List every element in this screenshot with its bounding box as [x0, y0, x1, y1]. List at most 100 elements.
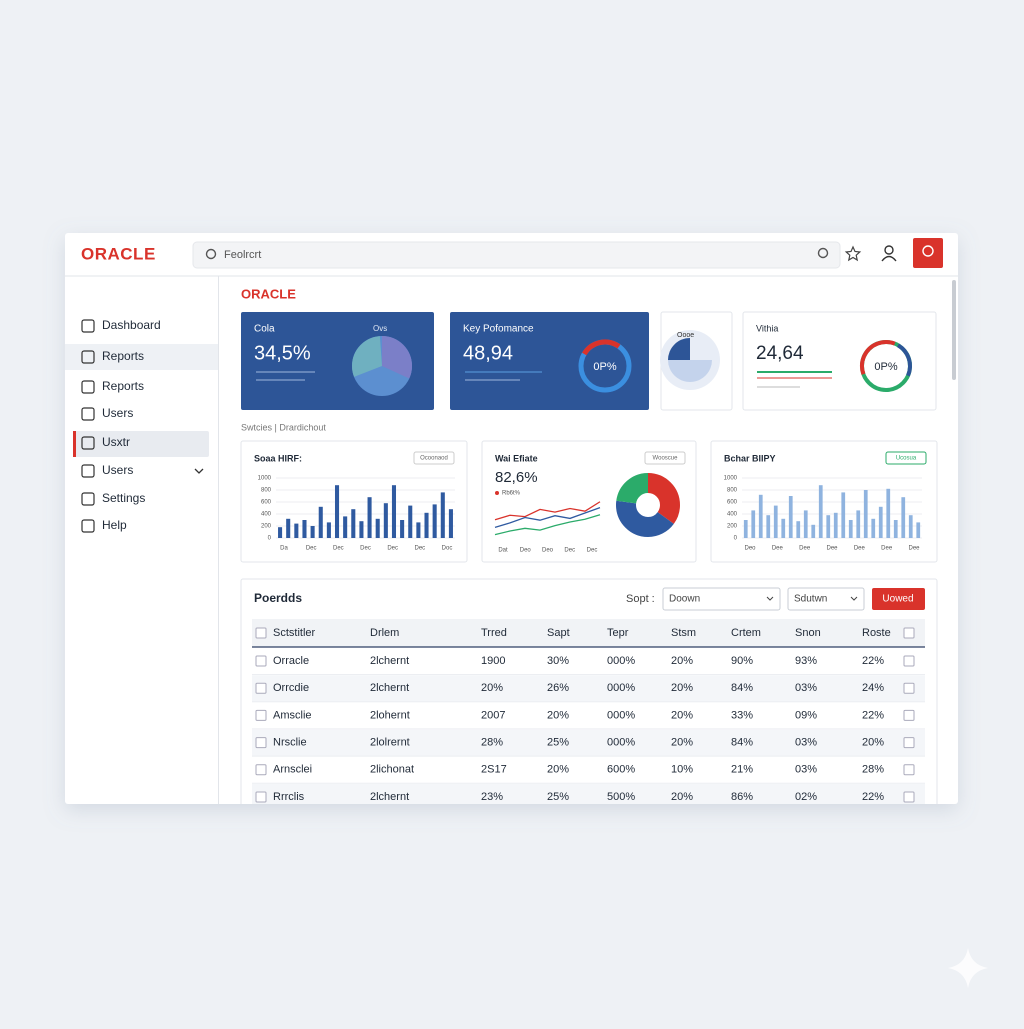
checkbox[interactable]: [903, 682, 915, 694]
x-tick-label: Dec: [414, 546, 425, 552]
nav-item[interactable]: Reports: [102, 379, 144, 393]
x-tick-label: Da: [280, 546, 288, 552]
checkbox[interactable]: [903, 627, 915, 639]
x-tick-label: Dec: [564, 548, 575, 554]
table-cell: 20%: [671, 682, 693, 694]
chart-button[interactable]: [413, 451, 455, 465]
bar: [833, 512, 838, 538]
nav-icon: [81, 464, 95, 478]
table-cell: 25%: [547, 737, 569, 749]
table-cell: 25%: [547, 791, 569, 803]
bar: [751, 510, 756, 538]
bar: [758, 494, 763, 538]
logo[interactable]: ORACLE: [81, 244, 156, 263]
chart-button[interactable]: [885, 451, 927, 465]
kpi-card[interactable]: [742, 311, 937, 411]
column-header[interactable]: Snon: [795, 627, 821, 639]
table-cell: 90%: [731, 655, 753, 667]
checkbox[interactable]: [255, 737, 267, 749]
search-button[interactable]: [817, 247, 829, 259]
chart-button-text: Ocoonaod: [420, 456, 448, 462]
x-tick-label: Dee: [799, 546, 811, 552]
table-cell: 09%: [795, 709, 817, 721]
x-tick-label: Deo: [744, 546, 756, 552]
chart-button-text: Wooscue: [653, 456, 679, 462]
search-box[interactable]: [192, 241, 841, 269]
search-icon: [205, 248, 217, 260]
star-button[interactable]: [844, 245, 862, 262]
nav-item[interactable]: Settings: [102, 491, 145, 505]
kpi-pie-slice: [668, 338, 690, 360]
nav-item[interactable]: Users: [102, 463, 133, 477]
checkbox[interactable]: [903, 737, 915, 749]
x-tick-label: Deo: [520, 548, 532, 554]
chevron: [850, 596, 858, 601]
column-header[interactable]: Sctstitler: [273, 627, 316, 639]
y-tick-label: 800: [261, 488, 272, 494]
column-header[interactable]: Sapt: [547, 627, 570, 639]
bar: [811, 524, 816, 538]
table-cell: 03%: [795, 764, 817, 776]
nav-item[interactable]: Users: [102, 406, 133, 420]
table-cell: 30%: [547, 655, 569, 667]
column-header[interactable]: Crtem: [731, 627, 761, 639]
nav-icon: [81, 319, 95, 333]
bar: [448, 509, 453, 538]
dropdown-text: Sdutwn: [794, 594, 827, 605]
table-cell: 20%: [671, 655, 693, 667]
chart-button[interactable]: [644, 451, 686, 465]
checkbox[interactable]: [255, 791, 267, 803]
table-cell: 10%: [671, 764, 693, 776]
table-cell: 84%: [731, 737, 753, 749]
checkbox[interactable]: [903, 764, 915, 776]
x-tick-label: Dee: [826, 546, 838, 552]
user-button[interactable]: [884, 245, 894, 255]
section-label: Swtcies | Drardichout: [241, 422, 326, 432]
nav-icon: [81, 436, 95, 450]
checkbox[interactable]: [255, 764, 267, 776]
checkbox[interactable]: [903, 709, 915, 721]
table-cell: Orrcdie: [273, 682, 309, 694]
donut-segment: [616, 473, 680, 537]
checkbox[interactable]: [903, 655, 915, 667]
scrollbar[interactable]: [952, 280, 956, 380]
bar: [432, 504, 437, 538]
column-header[interactable]: Roste: [862, 627, 891, 639]
table-title: Poerdds: [254, 591, 302, 605]
kpi-card[interactable]: [450, 312, 649, 410]
checkbox[interactable]: [255, 627, 267, 639]
nav-item[interactable]: Reports: [102, 349, 144, 363]
kpi-subtitle: Ovs: [373, 324, 387, 333]
x-tick-label: Dee: [881, 546, 893, 552]
bar: [916, 522, 921, 538]
chart-title: Wai Efiate: [495, 453, 538, 463]
checkbox[interactable]: [255, 655, 267, 667]
column-header[interactable]: Stsm: [671, 627, 696, 639]
nav-item[interactable]: Help: [102, 518, 127, 532]
checkbox[interactable]: [255, 682, 267, 694]
kpi-donut-arc: [860, 340, 912, 392]
bar: [886, 488, 891, 538]
row-bg: [252, 675, 925, 703]
dropdown[interactable]: [787, 587, 865, 611]
bar: [893, 520, 898, 538]
sort-label: Sopt :: [626, 593, 655, 605]
dropdown[interactable]: [662, 587, 781, 611]
checkbox[interactable]: [903, 791, 915, 803]
x-tick-label: Dec: [333, 546, 344, 552]
nav-item[interactable]: Usxtr: [102, 435, 130, 449]
table-cell: 2lchernt: [370, 682, 409, 694]
nav-item[interactable]: Dashboard: [102, 318, 161, 332]
column-header[interactable]: Tepr: [607, 627, 629, 639]
profile-button[interactable]: [913, 238, 943, 268]
x-tick-label: Dee: [854, 546, 866, 552]
table-cell: 22%: [862, 655, 884, 667]
button[interactable]: [872, 588, 925, 610]
column-header[interactable]: Drlem: [370, 627, 399, 639]
kpi-value: 24,64: [756, 343, 804, 364]
column-header[interactable]: Trred: [481, 627, 507, 639]
checkbox[interactable]: [255, 709, 267, 721]
button-text: Uowed: [882, 594, 913, 605]
